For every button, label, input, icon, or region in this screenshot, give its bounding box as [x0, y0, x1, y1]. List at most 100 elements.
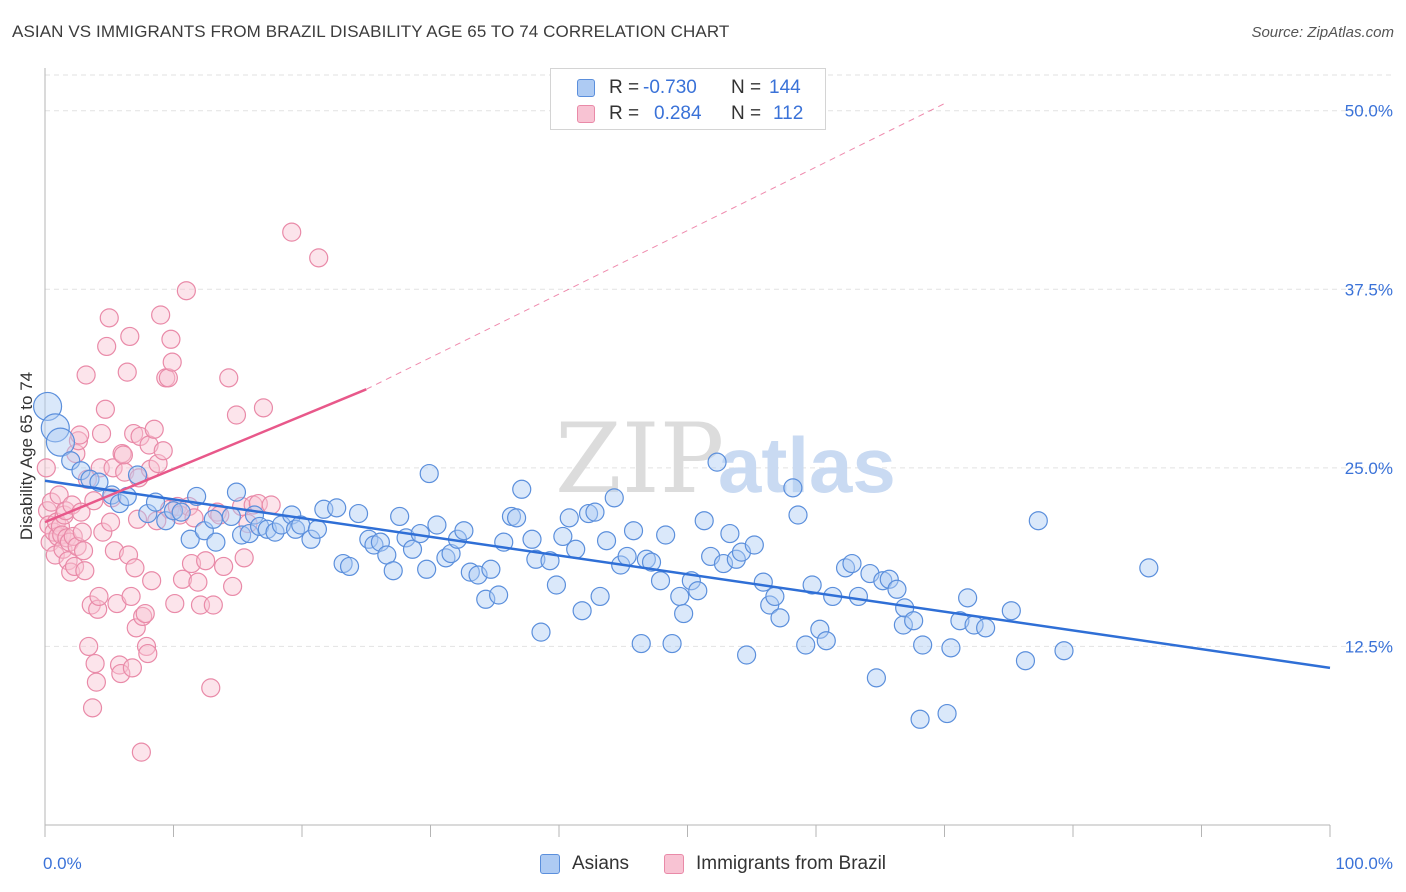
legend-row-brazil: R = 0.284 N = 112 [551, 101, 825, 127]
data-point [481, 559, 501, 579]
data-point [301, 529, 321, 549]
watermark-atlas: atlas [718, 421, 896, 509]
data-point [590, 586, 610, 607]
data-point [61, 451, 81, 471]
data-point [131, 742, 151, 762]
data-point [707, 452, 727, 472]
data-point [93, 522, 113, 542]
data-point [506, 508, 527, 528]
data-point [307, 519, 328, 539]
data-point [546, 575, 567, 595]
data-point [142, 571, 162, 591]
data-point [713, 553, 734, 574]
x-tick-label: 0.0% [43, 854, 82, 873]
data-point [158, 368, 178, 388]
data-point [122, 658, 142, 678]
data-point [842, 553, 862, 574]
data-point [879, 569, 899, 589]
data-point [578, 503, 599, 524]
data-point [239, 523, 259, 544]
legend-r-value-brazil: 0.284 [654, 103, 702, 124]
y-axis-label: Disability Age 65 to 74 [17, 371, 36, 541]
data-point [121, 586, 141, 607]
tick-labels: 12.5% 25.0% 37.5% 50.0% 0.0% 100.0% [43, 102, 1393, 873]
data-point [596, 531, 617, 551]
data-point [327, 498, 347, 518]
data-point [117, 362, 137, 382]
data-point [1139, 558, 1159, 578]
data-point [126, 618, 146, 638]
data-point [180, 529, 200, 549]
data-point [802, 575, 822, 595]
data-point [223, 576, 243, 597]
data-point [631, 633, 651, 654]
data-point [153, 441, 173, 461]
brazil-trend-extension [366, 103, 945, 390]
data-point [53, 539, 73, 559]
data-point [188, 572, 208, 592]
data-point [196, 551, 216, 571]
data-point [796, 635, 816, 655]
data-point [744, 535, 764, 555]
data-point [383, 561, 403, 581]
data-point [913, 635, 933, 655]
data-point [203, 595, 223, 615]
data-point [45, 427, 76, 457]
data-point [1001, 601, 1021, 621]
data-point [226, 482, 247, 502]
chart-title: ASIAN VS IMMIGRANTS FROM BRAZIL DISABILI… [12, 22, 730, 41]
data-point [866, 668, 886, 688]
data-point [531, 622, 551, 642]
data-point [688, 581, 708, 601]
data-point [512, 479, 532, 499]
data-point [165, 593, 185, 614]
data-point [253, 398, 274, 418]
data-point [151, 305, 171, 325]
data-point [783, 478, 803, 498]
data-point [650, 571, 671, 591]
data-point [111, 663, 131, 684]
data-point [89, 586, 109, 607]
data-point [417, 559, 437, 579]
y-tick-label: 37.5% [1345, 280, 1393, 299]
data-point [976, 618, 996, 638]
data-point [402, 539, 423, 559]
data-point [893, 615, 913, 635]
data-point [788, 505, 808, 525]
data-point [85, 653, 105, 674]
data-point [572, 601, 592, 621]
data-point [36, 458, 56, 478]
legend-r-label: R = [609, 77, 640, 98]
data-point [86, 672, 107, 692]
data-point [265, 522, 285, 542]
data-point [138, 643, 158, 664]
data-point [641, 552, 662, 572]
data-point [257, 519, 277, 539]
data-point [100, 512, 121, 532]
watermark-zip: ZIP [555, 403, 724, 515]
data-point [201, 678, 221, 698]
data-point [339, 556, 360, 577]
data-point [103, 458, 123, 478]
data-point [848, 586, 869, 607]
data-point [64, 556, 85, 577]
legend-row-asians: R = -0.730 N = 144 [551, 75, 825, 101]
data-point [109, 493, 130, 514]
data-point [941, 638, 961, 658]
data-point [91, 423, 112, 444]
data-point [348, 503, 369, 524]
brazil-trend-line [44, 388, 367, 524]
data-point [604, 488, 624, 508]
data-point [958, 588, 978, 608]
data-point [172, 569, 193, 589]
data-point [694, 511, 714, 531]
data-point [161, 329, 181, 349]
data-point [390, 506, 410, 527]
data-point [904, 611, 924, 631]
data-point [282, 222, 302, 242]
data-point [133, 606, 153, 627]
data-point [127, 509, 148, 529]
legend-swatch-asians [577, 79, 595, 97]
legend-r-label: R = [609, 103, 640, 124]
data-point [144, 419, 164, 439]
